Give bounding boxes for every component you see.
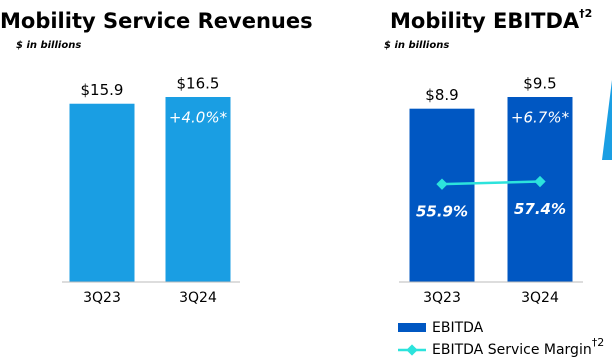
marker (436, 178, 448, 190)
chart-subtitle: $ in billions (384, 40, 449, 51)
annotation: +4.0%* (169, 109, 228, 127)
decoration (602, 80, 612, 160)
marker (534, 175, 546, 188)
value-label: $8.9 (425, 86, 458, 104)
value-label: $9.5 (523, 75, 556, 93)
bar (165, 97, 231, 282)
line (441, 180, 541, 186)
x-tick-label: 3Q23 (83, 290, 121, 306)
bar (69, 103, 135, 283)
legend-swatch (398, 323, 426, 332)
legend-superscript: †2 (592, 336, 605, 349)
legend-label: EBITDA (432, 320, 484, 336)
title-superscript: †2 (579, 7, 592, 20)
chart-title: Mobility Service Revenues (0, 9, 313, 33)
x-tick-label: 3Q24 (521, 290, 559, 306)
value-label: $15.9 (81, 81, 124, 99)
title-text: Mobility EBITDA (390, 9, 580, 33)
chart-title: Mobility EBITDA†2 (390, 7, 592, 33)
point-label: 57.4% (514, 200, 566, 218)
legend-text: EBITDA Service Margin (432, 342, 592, 358)
legend-label: EBITDA Service Margin†2 (432, 336, 604, 358)
chart-subtitle: $ in billions (16, 40, 81, 51)
point-label: 55.9% (416, 203, 468, 221)
legend-marker (406, 344, 418, 356)
x-tick-label: 3Q23 (423, 290, 461, 306)
bar (409, 108, 475, 283)
annotation: +6.7%* (511, 109, 570, 127)
bar (507, 97, 573, 282)
x-tick-label: 3Q24 (179, 290, 217, 306)
value-label: $16.5 (177, 75, 220, 93)
